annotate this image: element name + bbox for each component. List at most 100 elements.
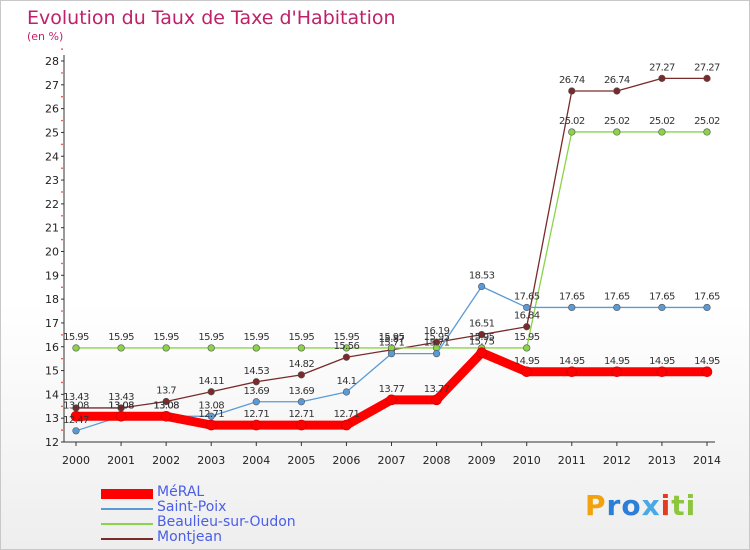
y-tick-label: 19 [45, 269, 59, 282]
data-point [207, 412, 215, 420]
data-label: 14.95 [559, 356, 585, 367]
data-point [703, 303, 711, 312]
y-minor-tick [61, 286, 63, 289]
data-label: 13.08 [108, 400, 134, 411]
x-tick-label: 2012 [603, 454, 631, 467]
data-label: 14.95 [694, 356, 720, 367]
y-tick-label: 28 [45, 55, 59, 68]
data-label: 15.71 [379, 338, 405, 349]
y-tick-label: 17 [45, 317, 59, 330]
y-tick-label: 12 [45, 436, 59, 449]
y-minor-tick [61, 238, 63, 241]
data-point [205, 419, 217, 431]
data-point [162, 397, 170, 406]
y-minor-tick [61, 334, 63, 336]
data-point [115, 410, 127, 422]
data-label: 15.56 [334, 341, 360, 352]
x-tick-label: 2002 [152, 454, 180, 467]
legend-label: Saint-Poix [157, 499, 227, 515]
data-point [568, 87, 576, 95]
data-label: 18.53 [469, 271, 495, 282]
data-point [478, 282, 486, 291]
data-point [701, 366, 713, 378]
data-point [342, 344, 351, 352]
data-point [207, 344, 215, 352]
data-point [703, 74, 711, 82]
series-line [75, 131, 708, 349]
y-minor-tick [61, 310, 63, 312]
data-label: 14.1 [336, 376, 356, 387]
y-minor-tick [61, 72, 63, 74]
data-point [297, 371, 305, 379]
data-label: 16.84 [514, 311, 540, 322]
data-point [341, 419, 352, 431]
data-label: 17.65 [694, 291, 720, 302]
data-point [117, 344, 125, 352]
data-label: 13.43 [63, 392, 89, 403]
y-minor-tick [61, 357, 63, 360]
data-label: 15.95 [63, 332, 89, 343]
y-tick-label: 22 [45, 198, 59, 211]
data-point [476, 347, 487, 359]
data-point [72, 427, 80, 435]
y-tick-label: 25 [45, 126, 59, 139]
legend-swatch [101, 489, 153, 499]
data-point [478, 331, 486, 339]
data-point [703, 128, 711, 136]
x-tick-label: 2010 [513, 454, 541, 467]
y-tick-label: 21 [45, 222, 59, 235]
y-tick-label: 24 [45, 150, 59, 163]
data-label: 17.65 [649, 291, 675, 302]
data-point [297, 344, 305, 352]
series-0 [70, 347, 713, 431]
data-point [72, 344, 80, 352]
proxiti-logo: Proxiti [585, 489, 697, 522]
data-label: 12.71 [334, 409, 360, 420]
data-point [658, 74, 666, 82]
legend-label: MéRAL [157, 484, 205, 500]
data-label: 27.27 [649, 62, 675, 73]
x-tick-label: 2014 [693, 454, 721, 467]
legend-swatch [101, 523, 153, 525]
data-point [613, 303, 621, 312]
data-label: 15.87 [379, 334, 405, 345]
data-label: 13.08 [63, 400, 89, 411]
data-point [523, 303, 531, 312]
data-point [568, 128, 576, 136]
data-label: 26.74 [559, 75, 585, 86]
x-tick-label: 2009 [468, 454, 496, 467]
data-label: 15.95 [108, 332, 134, 343]
y-minor-tick [61, 214, 63, 217]
data-label: 15.75 [469, 337, 495, 348]
y-tick-label: 13 [45, 412, 59, 425]
y-tick-label: 27 [45, 79, 59, 92]
data-label: 14.11 [198, 376, 224, 387]
y-tick-label: 18 [45, 293, 59, 306]
data-point [297, 398, 305, 406]
data-label: 15.95 [469, 332, 495, 343]
data-label: 14.95 [649, 356, 675, 367]
data-point [613, 128, 621, 136]
x-tick-label: 2006 [332, 454, 360, 467]
y-minor-tick [61, 167, 63, 169]
data-label: 17.65 [604, 291, 630, 302]
data-label: 15.95 [198, 332, 224, 343]
data-point [252, 378, 260, 386]
data-point [252, 344, 260, 352]
data-label: 13.69 [243, 386, 269, 397]
data-label: 14.82 [289, 359, 315, 370]
x-tick-label: 2001 [107, 454, 135, 467]
y-tick-label: 26 [45, 103, 59, 116]
data-label: 25.02 [649, 116, 675, 127]
y-minor-tick [61, 191, 63, 193]
data-point [162, 344, 170, 352]
data-label: 12.71 [243, 409, 269, 420]
data-label: 15.71 [424, 338, 450, 349]
data-label: 13.08 [153, 400, 179, 411]
data-label: 13.08 [108, 400, 134, 411]
data-point [521, 366, 533, 378]
data-point [611, 366, 623, 378]
data-label: 14.95 [604, 356, 630, 367]
